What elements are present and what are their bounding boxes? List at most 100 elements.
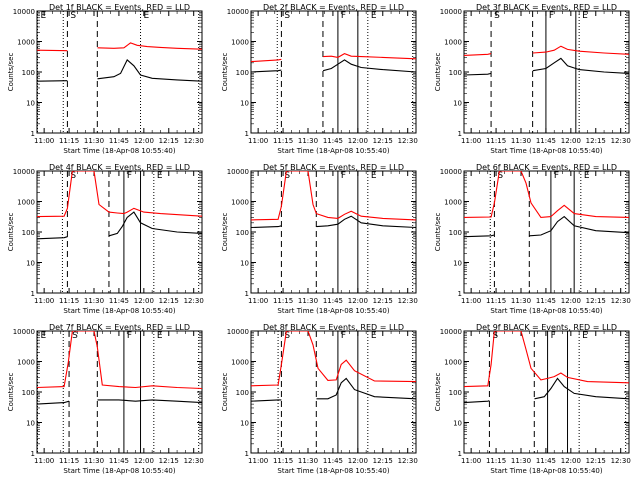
y-tick-label: 1 (31, 450, 35, 458)
series-line-events (464, 215, 629, 238)
series-group (464, 171, 629, 238)
y-tick-label: 100 (449, 389, 462, 397)
series-line-lld (464, 171, 629, 218)
series-group (37, 171, 202, 240)
chart-title: Det 3f BLACK = Events, RED = LLD (476, 3, 617, 12)
marker-label: S (492, 331, 498, 341)
y-tick-label: 1 (245, 290, 249, 298)
y-tick-label: 10000 (13, 328, 35, 336)
series-line-events (251, 377, 416, 402)
marker-label: E (157, 171, 163, 181)
x-tick-label: 11:15 (273, 297, 293, 305)
marker-label: S (70, 11, 76, 21)
series-group (251, 171, 416, 229)
y-tick-label: 100 (22, 69, 35, 77)
x-tick-label: 11:15 (273, 137, 293, 145)
y-tick-label: 10 (453, 260, 462, 268)
y-axis-label: Counts/sec (434, 373, 442, 412)
y-tick-label: 1 (458, 130, 462, 138)
x-tick-label: 11:45 (536, 297, 556, 305)
y-tick-label: 100 (236, 69, 249, 77)
x-tick-label: 12:15 (159, 457, 179, 465)
x-tick-label: 11:15 (59, 457, 79, 465)
series-line-events (464, 57, 629, 76)
x-tick-label: 11:15 (59, 137, 79, 145)
y-axis-label: Counts/sec (221, 373, 229, 412)
plot-frame (36, 330, 203, 454)
x-axis-label: Start Time (18-Apr-08 10:55:40) (277, 307, 389, 315)
marker-label: F (127, 331, 132, 341)
x-tick-label: 11:00 (461, 137, 481, 145)
x-tick-label: 11:15 (59, 297, 79, 305)
plot-frame (250, 330, 417, 454)
marker-label: F (341, 171, 346, 181)
y-tick-label: 10 (26, 100, 35, 108)
series-line-events (464, 377, 629, 404)
marker-label: E (40, 331, 46, 341)
x-tick-label: 11:30 (84, 457, 104, 465)
series-line-events (37, 59, 202, 82)
series-line-events (251, 59, 416, 73)
y-tick-label: 1 (31, 290, 35, 298)
marker-label: S (284, 171, 290, 181)
marker-label: E (584, 171, 590, 181)
series-group (37, 331, 202, 405)
y-tick-label: 1000 (231, 39, 249, 47)
y-axis-label: Counts/sec (434, 213, 442, 252)
x-tick-label: 11:00 (34, 137, 54, 145)
x-tick-label: 11:00 (248, 137, 268, 145)
y-tick-label: 1000 (444, 199, 462, 207)
x-axis-label: Start Time (18-Apr-08 10:55:40) (63, 307, 175, 315)
y-tick-label: 100 (449, 69, 462, 77)
x-tick-label: 12:15 (373, 457, 393, 465)
y-tick-label: 1 (245, 130, 249, 138)
marker-label: S (70, 171, 76, 181)
chart-panel: Det 8f BLACK = Events, RED = LLD 1 10 100 10… (221, 323, 418, 475)
marker-label: F (127, 171, 132, 181)
marker-label: E (157, 331, 163, 341)
y-tick-label: 1 (31, 130, 35, 138)
chart-title: Det 4f BLACK = Events, RED = LLD (49, 163, 190, 172)
x-tick-label: 11:45 (109, 137, 129, 145)
x-tick-label: 11:30 (298, 297, 318, 305)
marker-label: F (554, 171, 559, 181)
x-tick-label: 12:00 (561, 297, 581, 305)
x-tick-label: 11:45 (109, 297, 129, 305)
marker-label: S (497, 171, 503, 181)
plot-frame (250, 10, 417, 134)
marker-label: S (72, 331, 78, 341)
plot-frame (250, 170, 417, 294)
chart-panel: Det 7f BLACK = Events, RED = LLD 1 10 100 10… (7, 323, 204, 475)
x-tick-label: 11:30 (84, 297, 104, 305)
y-tick-label: 1000 (231, 199, 249, 207)
x-tick-label: 11:45 (109, 457, 129, 465)
y-tick-label: 1 (245, 450, 249, 458)
y-tick-label: 10 (453, 420, 462, 428)
series-line-lld (251, 331, 416, 387)
series-group (251, 331, 416, 402)
x-tick-label: 11:00 (34, 297, 54, 305)
x-tick-label: 12:15 (586, 457, 606, 465)
x-tick-label: 11:45 (323, 457, 343, 465)
x-tick-label: 12:30 (184, 457, 204, 465)
x-tick-label: 12:15 (373, 297, 393, 305)
series-line-events (37, 399, 202, 405)
y-tick-label: 1 (458, 450, 462, 458)
marker-label: S (284, 11, 290, 21)
x-tick-label: 12:30 (398, 297, 418, 305)
x-tick-label: 12:00 (561, 457, 581, 465)
series-group (464, 45, 629, 76)
y-tick-label: 1000 (17, 359, 35, 367)
x-tick-label: 12:15 (586, 297, 606, 305)
y-tick-label: 1000 (17, 199, 35, 207)
y-tick-label: 100 (449, 229, 462, 237)
chart-title: Det 6f BLACK = Events, RED = LLD (476, 163, 617, 172)
x-tick-label: 12:30 (398, 457, 418, 465)
marker-label: F (341, 11, 346, 21)
marker-label: E (40, 11, 46, 21)
x-tick-label: 12:15 (373, 137, 393, 145)
x-tick-label: 11:30 (511, 457, 531, 465)
x-tick-label: 12:00 (348, 457, 368, 465)
y-tick-label: 10 (26, 260, 35, 268)
